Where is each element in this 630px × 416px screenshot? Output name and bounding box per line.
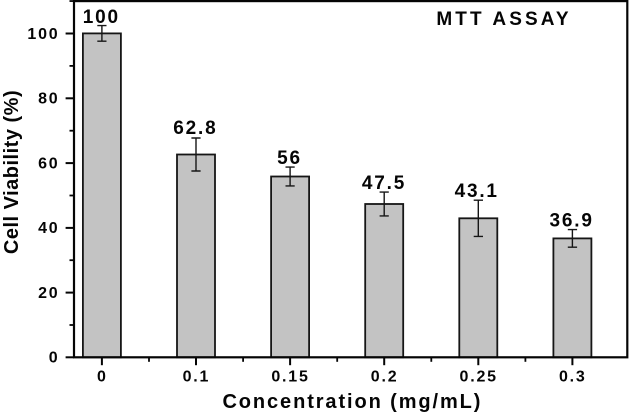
svg-text:0.2: 0.2	[371, 369, 399, 386]
svg-text:100: 100	[83, 7, 120, 28]
svg-text:62.8: 62.8	[173, 118, 217, 139]
svg-text:0: 0	[97, 369, 108, 386]
svg-text:43.1: 43.1	[455, 181, 499, 202]
svg-text:36.9: 36.9	[550, 210, 594, 231]
svg-text:20: 20	[38, 285, 59, 302]
svg-text:40: 40	[38, 220, 59, 237]
svg-text:80: 80	[38, 91, 59, 108]
svg-text:Concentration (mg/mL): Concentration (mg/mL)	[222, 391, 482, 413]
svg-text:100: 100	[27, 26, 59, 43]
svg-text:60: 60	[38, 155, 59, 172]
svg-text:Cell Viability (%): Cell Viability (%)	[1, 90, 23, 254]
svg-text:MTT ASSAY: MTT ASSAY	[436, 9, 571, 30]
svg-text:0.1: 0.1	[183, 369, 211, 386]
svg-text:0.15: 0.15	[271, 369, 309, 386]
svg-text:0.3: 0.3	[559, 369, 587, 386]
svg-text:47.5: 47.5	[362, 173, 406, 194]
svg-text:0: 0	[49, 350, 60, 367]
svg-text:56: 56	[277, 148, 302, 169]
svg-text:0.25: 0.25	[460, 369, 498, 386]
